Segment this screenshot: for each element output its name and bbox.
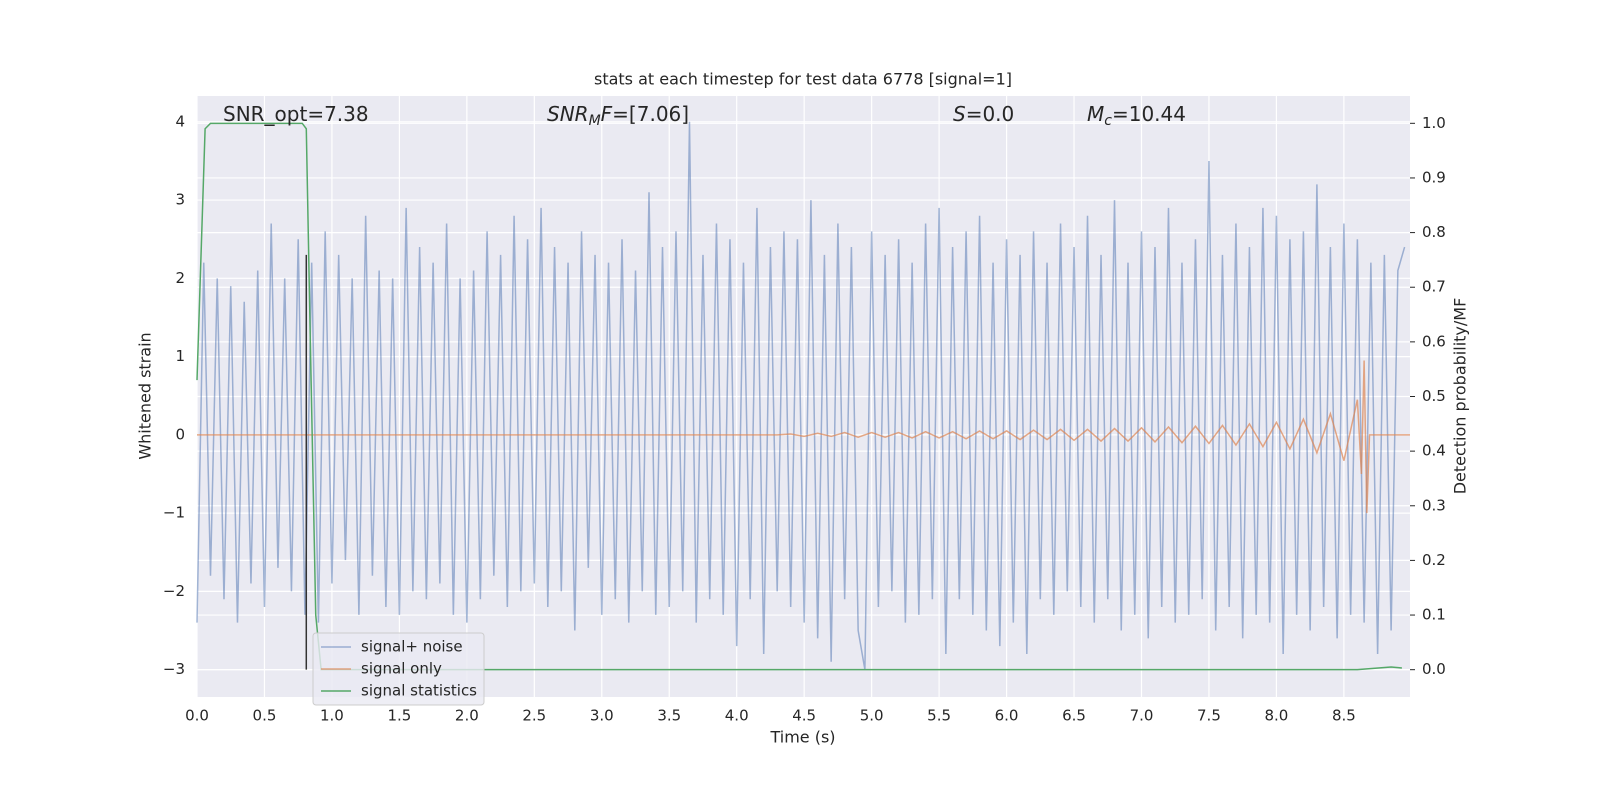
y2-tick-label: 0.9 xyxy=(1422,168,1446,186)
y-tick-label: −1 xyxy=(163,504,185,522)
annotation: SNR_opt=7.38 xyxy=(223,102,369,126)
x-tick-label: 8.5 xyxy=(1332,707,1356,725)
y2-axis-label: Detection probability/MF xyxy=(1451,298,1470,495)
chart-title: stats at each timestep for test data 677… xyxy=(594,70,1012,89)
annotation-part: =[7.06] xyxy=(612,102,689,126)
y-tick-label: 1 xyxy=(175,347,185,365)
y-tick-label: 4 xyxy=(175,112,185,130)
x-tick-label: 1.5 xyxy=(387,707,411,725)
y2-tick-label: 0.7 xyxy=(1422,278,1446,296)
annotation: S=0.0 xyxy=(953,102,1014,126)
x-tick-label: 5.5 xyxy=(927,707,951,725)
x-tick-label: 3.0 xyxy=(590,707,614,725)
y-tick-label: −3 xyxy=(163,660,185,678)
x-tick-label: 3.5 xyxy=(657,707,681,725)
annotation-part: M xyxy=(589,113,601,129)
legend-box xyxy=(312,632,485,706)
y-axis-label: Whitened strain xyxy=(136,332,155,459)
x-tick-label: 6.0 xyxy=(995,707,1019,725)
x-tick-label: 5.0 xyxy=(860,707,884,725)
legend-label: signal only xyxy=(361,660,442,678)
x-tick-label: 2.5 xyxy=(522,707,546,725)
series-line xyxy=(196,122,1402,671)
legend-label: signal statistics xyxy=(361,682,477,700)
x-tick-label: 4.5 xyxy=(792,707,816,725)
y2-tick-label: 0.3 xyxy=(1422,496,1446,514)
annotation-part: SNR xyxy=(547,102,589,126)
annotation: Mc=10.44 xyxy=(1087,102,1186,129)
y-tick-label: −2 xyxy=(163,582,185,600)
y2-tick-label: 0.5 xyxy=(1422,387,1446,405)
annotation-part: M xyxy=(1087,102,1104,126)
series-line xyxy=(197,360,1410,514)
legend-label: signal+ noise xyxy=(361,638,463,656)
x-tick-label: 0.5 xyxy=(253,707,277,725)
y2-tick-label: 0.8 xyxy=(1422,223,1446,241)
x-tick-label: 8.0 xyxy=(1264,707,1288,725)
y2-tick-label: 0.6 xyxy=(1422,332,1446,350)
x-tick-label: 2.0 xyxy=(455,707,479,725)
y-tick-label: 3 xyxy=(175,191,185,209)
x-tick-label: 6.5 xyxy=(1062,707,1086,725)
y2-tick-label: 0.4 xyxy=(1422,442,1446,460)
annotation-part: =0.0 xyxy=(966,102,1015,126)
annotation-part: =10.44 xyxy=(1112,102,1186,126)
x-tick-label: 4.0 xyxy=(725,707,749,725)
series-line xyxy=(196,121,1406,670)
annotation: SNRMF=[7.06] xyxy=(547,102,689,129)
x-tick-label: 7.0 xyxy=(1130,707,1154,725)
x-axis-label: Time (s) xyxy=(769,728,835,747)
annotation-part: F xyxy=(601,102,613,126)
x-tick-label: 7.5 xyxy=(1197,707,1221,725)
annotation-part: SNR_opt=7.38 xyxy=(223,102,369,126)
y2-tick-label: 0.2 xyxy=(1422,551,1446,569)
x-tick-label: 0.0 xyxy=(185,707,209,725)
y2-tick-label: 0.0 xyxy=(1422,660,1446,678)
y2-tick-label: 0.1 xyxy=(1422,606,1446,624)
y2-tick-label: 1.0 xyxy=(1422,114,1446,132)
y-tick-label: 2 xyxy=(175,269,185,287)
annotation-part: c xyxy=(1104,113,1112,129)
annotation-part: S xyxy=(953,102,966,126)
x-tick-label: 1.0 xyxy=(320,707,344,725)
y-tick-label: 0 xyxy=(175,425,185,443)
